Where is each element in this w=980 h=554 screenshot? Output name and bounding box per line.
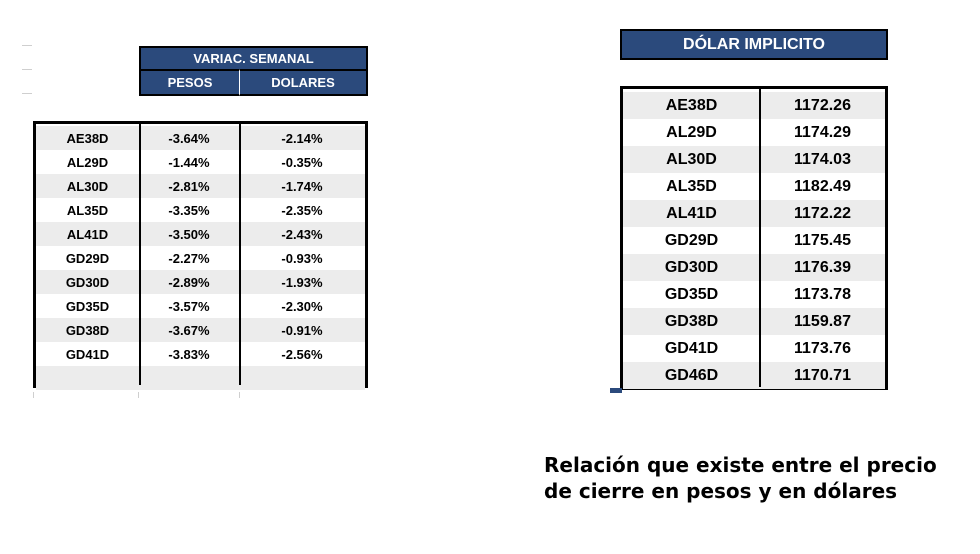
gridline-tick bbox=[22, 93, 32, 94]
table-row: GD46D 1170.71 bbox=[623, 362, 885, 389]
dolares-cell: -2.56% bbox=[281, 346, 323, 362]
table-row: GD35D -3.57% -2.30% bbox=[36, 294, 365, 318]
ticker-cell: GD30D bbox=[65, 274, 110, 290]
ticker-cell: GD41D bbox=[664, 339, 719, 357]
dolar-value-cell: 1173.78 bbox=[794, 285, 851, 303]
gridline-tick bbox=[138, 392, 139, 398]
dolar-value-cell: 1159.87 bbox=[794, 312, 851, 330]
ticker-cell: GD38D bbox=[664, 312, 719, 330]
ticker-cell: AL35D bbox=[666, 177, 717, 195]
table-row: GD30D 1176.39 bbox=[623, 254, 885, 281]
dolar-implicito-table: GD46D 1170.71 GD41D 1173.76 GD38D 1159.87 GD35… bbox=[620, 86, 888, 390]
dolares-cell bbox=[239, 366, 365, 390]
dolar-implicito-header: DÓLAR IMPLICITO bbox=[620, 29, 888, 60]
ticker-cell: GD35D bbox=[65, 298, 110, 314]
ticker-cell: AL41D bbox=[66, 226, 109, 242]
table-row: GD41D -3.83% -2.56% bbox=[36, 342, 365, 366]
table-row: GD29D 1175.45 bbox=[623, 227, 885, 254]
caption-line-1: Relación que existe entre el precio bbox=[544, 453, 937, 477]
table-row: GD30D -2.89% -1.93% bbox=[36, 270, 365, 294]
gridline-tick bbox=[239, 392, 240, 398]
ticker-cell: GD41D bbox=[65, 346, 110, 362]
pesos-cell: -2.89% bbox=[168, 274, 210, 290]
pesos-column-header: PESOS bbox=[139, 69, 240, 96]
dolares-cell: -0.93% bbox=[281, 250, 323, 266]
dolares-cell: -2.43% bbox=[281, 226, 323, 242]
table-row: AL41D 1172.22 bbox=[623, 200, 885, 227]
ticker-cell: AL30D bbox=[66, 178, 109, 194]
column-divider bbox=[139, 124, 141, 385]
ticker-cell: AL29D bbox=[66, 154, 109, 170]
variac-semanal-table: GD41D -3.83% -2.56% GD38D -3.67% -0.91% GD35D -… bbox=[33, 121, 368, 390]
dolares-cell: -0.35% bbox=[281, 154, 323, 170]
table-row: GD38D 1159.87 bbox=[623, 308, 885, 335]
table-row: GD35D 1173.78 bbox=[623, 281, 885, 308]
dolar-value-cell: 1182.49 bbox=[794, 177, 851, 195]
ticker-cell: GD29D bbox=[664, 231, 719, 249]
table-row: AL29D 1174.29 bbox=[623, 119, 885, 146]
table-row: AL30D 1174.03 bbox=[623, 146, 885, 173]
ticker-cell: AE38D bbox=[665, 96, 718, 114]
gridline-tick bbox=[33, 392, 34, 398]
ticker-cell: GD30D bbox=[664, 258, 719, 276]
table-row: AL30D -2.81% -1.74% bbox=[36, 174, 365, 198]
dolares-cell: -2.30% bbox=[281, 298, 323, 314]
column-divider bbox=[759, 89, 761, 387]
dolar-value-cell: 1176.39 bbox=[794, 258, 851, 276]
dolar-value-cell: 1172.26 bbox=[794, 96, 851, 114]
dolar-value-cell: 1172.22 bbox=[794, 204, 851, 222]
table-row: AL35D 1182.49 bbox=[623, 173, 885, 200]
pesos-cell bbox=[139, 366, 239, 390]
gridline-tick bbox=[22, 69, 32, 70]
table-row: AL35D -3.35% -2.35% bbox=[36, 198, 365, 222]
table-row: GD38D -3.67% -0.91% bbox=[36, 318, 365, 342]
ticker-cell: GD38D bbox=[65, 322, 110, 338]
dolar-value-cell: 1170.71 bbox=[794, 366, 851, 384]
ticker-cell: AL29D bbox=[666, 123, 717, 141]
pesos-cell: -2.27% bbox=[168, 250, 210, 266]
pesos-cell: -2.81% bbox=[168, 178, 210, 194]
ticker-cell: GD35D bbox=[664, 285, 719, 303]
variac-semanal-header: VARIAC. SEMANAL bbox=[139, 46, 368, 69]
pesos-cell: -3.83% bbox=[168, 346, 210, 362]
pesos-cell: -3.50% bbox=[168, 226, 210, 242]
pesos-cell: -1.44% bbox=[168, 154, 210, 170]
pesos-cell: -3.64% bbox=[168, 130, 210, 146]
ticker-cell: GD46D bbox=[664, 366, 719, 384]
table-row: AE38D -3.64% -2.14% bbox=[36, 126, 365, 150]
ticker-cell: AE38D bbox=[66, 130, 109, 146]
dolar-value-cell: 1175.45 bbox=[794, 231, 851, 249]
dolares-cell: -1.93% bbox=[281, 274, 323, 290]
dolares-cell: -2.14% bbox=[281, 130, 323, 146]
ticker-cell bbox=[36, 366, 139, 390]
pesos-cell: -3.35% bbox=[168, 202, 210, 218]
dolares-column-header: DOLARES bbox=[240, 69, 368, 96]
pesos-cell: -3.67% bbox=[168, 322, 210, 338]
table-row: GD41D 1173.76 bbox=[623, 335, 885, 362]
ticker-cell: AL30D bbox=[666, 150, 717, 168]
ticker-cell: AL35D bbox=[66, 202, 109, 218]
caption-text: Relación que existe entre el precio de c… bbox=[544, 452, 964, 504]
dolar-value-cell: 1173.76 bbox=[794, 339, 851, 357]
pesos-cell: -3.57% bbox=[168, 298, 210, 314]
dolares-cell: -0.91% bbox=[281, 322, 323, 338]
gridline-tick bbox=[22, 45, 32, 46]
cell-selection-marker bbox=[610, 388, 622, 393]
table-row bbox=[36, 366, 365, 390]
table-row: AL29D -1.44% -0.35% bbox=[36, 150, 365, 174]
caption-line-2: de cierre en pesos y en dólares bbox=[544, 479, 898, 503]
ticker-cell: GD29D bbox=[65, 250, 110, 266]
table-row: AE38D 1172.26 bbox=[623, 92, 885, 119]
table-row: AL41D -3.50% -2.43% bbox=[36, 222, 365, 246]
dolares-cell: -2.35% bbox=[281, 202, 323, 218]
table-row: GD29D -2.27% -0.93% bbox=[36, 246, 365, 270]
ticker-cell: AL41D bbox=[666, 204, 717, 222]
dolar-value-cell: 1174.03 bbox=[794, 150, 851, 168]
dolares-cell: -1.74% bbox=[281, 178, 323, 194]
column-divider bbox=[239, 124, 241, 385]
dolar-value-cell: 1174.29 bbox=[794, 123, 851, 141]
